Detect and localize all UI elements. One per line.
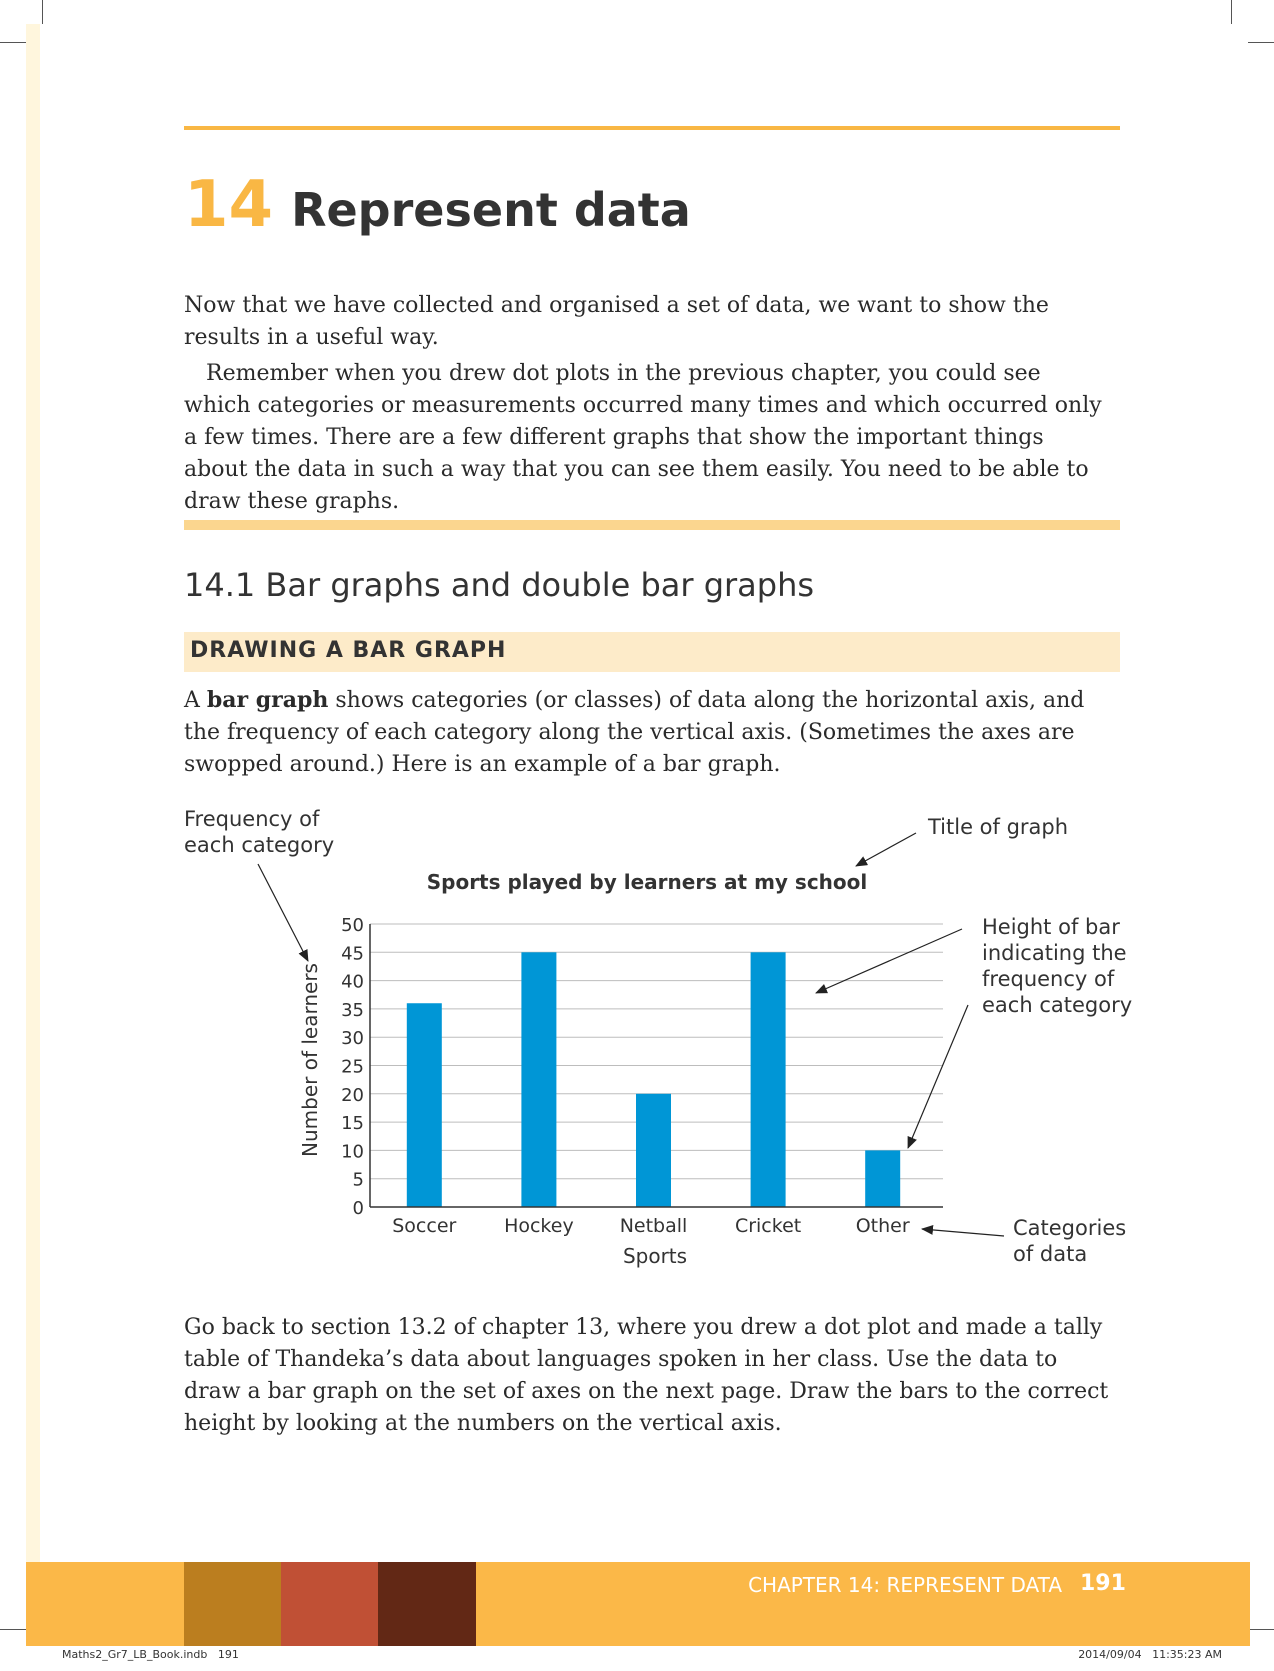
chart-y-tick-label: 15 (341, 1113, 364, 1134)
section-title: 14.1 Bar graphs and double bar graphs (184, 566, 815, 604)
footer-block (184, 1562, 281, 1646)
chart-x-tick-label: Netball (620, 1215, 688, 1237)
annotation-line: Height of bar (982, 915, 1120, 939)
annotation-line: indicating the (982, 941, 1127, 965)
chart-x-tick-label: Cricket (735, 1215, 801, 1237)
print-timestamp: 2014/09/04 11:35:23 AM (1078, 1648, 1222, 1661)
bar-chart: Sports played by learners at my school N… (257, 832, 1005, 1268)
chart-x-tick-label: Hockey (504, 1215, 574, 1237)
arrow-frequency (257, 863, 309, 962)
arrow-bar-height (815, 928, 963, 994)
print-file-info: Maths2_Gr7_LB_Book.indb 191 (62, 1648, 239, 1661)
chart-y-tick-label: 40 (341, 972, 364, 993)
page-number: 191 (1080, 1571, 1126, 1596)
definition-rest: shows categories (or classes) of data al… (184, 688, 1085, 777)
annotation-categories: Categories of data (1013, 1215, 1126, 1267)
chart-y-tick-label: 10 (341, 1141, 364, 1162)
intro-paragraph-1: Now that we have collected and organised… (184, 293, 1049, 350)
definition-term: bar graph (206, 687, 329, 713)
chart-x-axis-label: Sports (623, 1244, 687, 1268)
crop-mark (1248, 1629, 1274, 1630)
annotation-frequency: Frequency of each category (184, 806, 334, 858)
chart-y-tick-label: 25 (341, 1057, 364, 1078)
crop-mark (42, 0, 43, 24)
chart-y-tick-label: 45 (341, 943, 364, 964)
footer-chapter-label: CHAPTER 14: REPRESENT DATA (748, 1573, 1062, 1597)
chart-y-tick-label: 5 (353, 1170, 364, 1191)
chart-x-tick-label: Soccer (392, 1215, 456, 1237)
chart-x-tick-label: Other (856, 1215, 910, 1237)
chart-y-tick-label: 35 (341, 1000, 364, 1021)
annotation-line: of data (1013, 1242, 1088, 1266)
annotation-line: each category (982, 993, 1133, 1017)
crop-mark (0, 1629, 26, 1630)
footer-block (378, 1562, 476, 1646)
chart-y-tick-label: 50 (341, 915, 364, 936)
intro-paragraph-2: Remember when you drew dot plots in the … (184, 361, 1102, 514)
chart-y-tick-label: 30 (341, 1028, 364, 1049)
chart-bar-netball (636, 1093, 671, 1207)
chart-bar-soccer (406, 1003, 442, 1207)
arrow-categories (921, 1224, 1005, 1237)
chapter-title: Represent data (291, 183, 691, 237)
chart-bar-hockey (521, 952, 557, 1207)
chart-y-tick-label: 20 (341, 1085, 364, 1106)
closing-paragraph: Go back to section 13.2 of chapter 13, w… (184, 1315, 1109, 1436)
arrow-bar-height-other (907, 1004, 969, 1149)
annotation-line: Frequency of (184, 807, 320, 831)
chart-bar-other (865, 1150, 901, 1207)
footer-block (281, 1562, 378, 1646)
chart-y-tick-label: 0 (353, 1198, 364, 1219)
page-left-strip (26, 24, 40, 1584)
subsection-title: DRAWING A BAR GRAPH (190, 638, 507, 663)
chapter-number: 14 (184, 168, 274, 242)
crop-mark (0, 42, 26, 43)
annotation-height-of-bar: Height of bar indicating the frequency o… (982, 914, 1132, 1018)
chart-bar-cricket (750, 952, 786, 1207)
chart-title: Sports played by learners at my school (427, 870, 868, 894)
annotation-line: frequency of (982, 967, 1115, 991)
annotation-line: each category (184, 833, 335, 857)
subsection-heading-box: DRAWING A BAR GRAPH (184, 632, 1120, 672)
section-rule (184, 520, 1120, 530)
annotation-title-of-graph: Title of graph (928, 815, 1069, 839)
annotation-line: Categories (1013, 1216, 1127, 1240)
arrow-title (855, 832, 917, 867)
crop-mark (1231, 0, 1232, 24)
chart-y-axis-label: Number of learners (298, 963, 322, 1157)
chapter-heading: 14 Represent data (184, 168, 691, 258)
definition-prefix: A (184, 688, 207, 713)
crop-mark (1248, 42, 1274, 43)
definition-paragraph: A bar graph shows categories (or classes… (184, 684, 1114, 781)
top-rule (184, 126, 1120, 130)
